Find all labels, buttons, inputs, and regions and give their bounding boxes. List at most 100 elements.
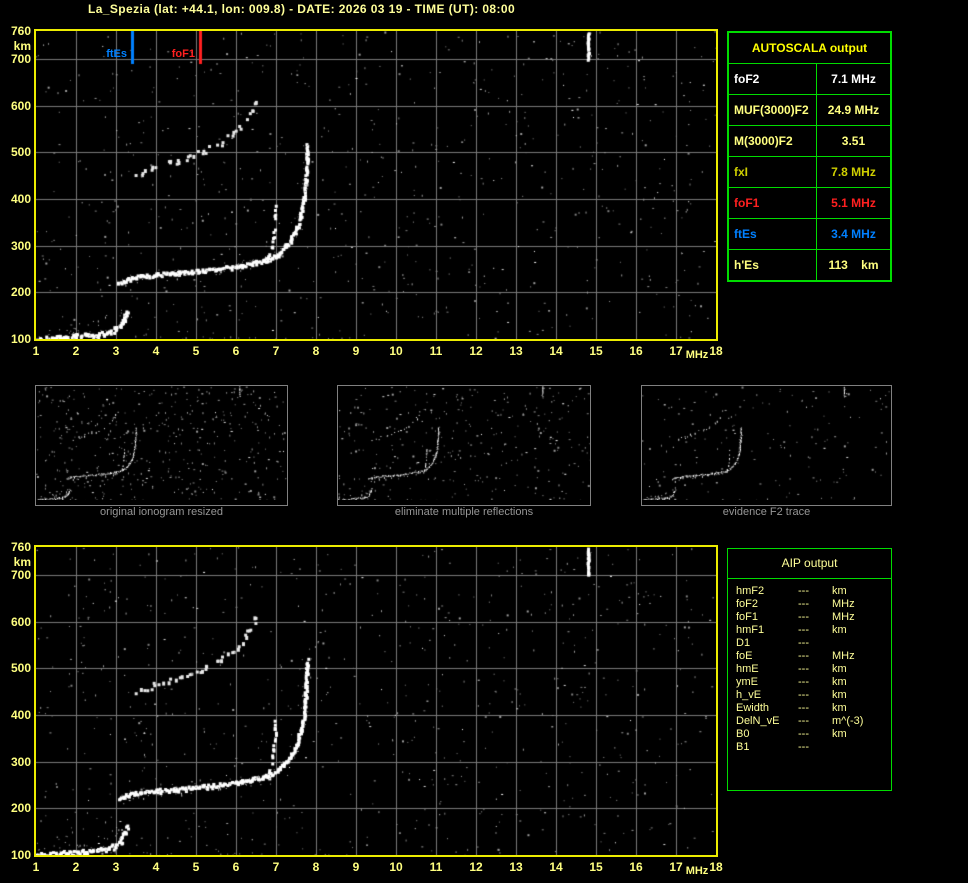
autoscala-row-hes: h'Es 113 km [727, 249, 892, 282]
aip-param-label: DelN_vE [736, 715, 780, 727]
x-axis-tick-label: 3 [112, 344, 120, 358]
y-axis-tick-label: 500 [10, 145, 31, 160]
aip-row-hve: h_vE --- km [728, 689, 891, 702]
y-axis-tick-label: 700 [10, 52, 31, 66]
scaled-ionogram-canvas [36, 31, 716, 339]
x-axis-unit-label: MHz [685, 349, 709, 361]
y-axis-tick-label: 760 [10, 540, 31, 554]
autoscala-param-value: 3.51 [815, 125, 892, 157]
y-axis-tick-label: 600 [10, 98, 31, 113]
aip-table-title: AIP output [728, 549, 891, 579]
x-axis-unit-label: MHz [685, 865, 709, 877]
autoscala-output-table: AUTOSCALA output foF2 7.1 MHz MUF(3000)F2 2… [727, 31, 892, 282]
aip-param-value: --- [798, 611, 809, 623]
aip-param-value: --- [798, 689, 809, 701]
y-axis-tick-label: 600 [10, 614, 31, 629]
thumbnail-eliminate-canvas [338, 386, 590, 500]
aip-param-label: ymE [736, 676, 758, 688]
x-axis-tick-label: 2 [72, 344, 80, 358]
aip-param-value: --- [798, 702, 809, 714]
aip-param-label: B0 [736, 728, 750, 740]
aip-param-value: --- [798, 676, 809, 688]
y-axis-tick-label: 400 [10, 708, 31, 722]
x-axis-tick-label: 15 [589, 344, 603, 358]
aip-param-label: h_vE [736, 689, 762, 701]
marker-label-fof1: foF1 [171, 48, 195, 60]
x-axis-tick-label: 12 [469, 344, 483, 358]
y-axis-unit-label: km [13, 39, 31, 53]
x-axis-tick-label: 16 [629, 344, 643, 358]
x-axis-tick-label: 18 [709, 860, 723, 874]
y-axis-tick-label: 400 [10, 192, 31, 206]
aip-param-unit: km [832, 624, 847, 636]
thumbnail-evidence-f2 [641, 385, 892, 506]
y-axis-tick-label: 200 [10, 285, 31, 300]
x-axis-tick-label: 11 [429, 344, 443, 358]
aip-param-label: foF2 [736, 598, 759, 610]
y-axis-tick-label: 200 [10, 801, 31, 816]
thumbnail-caption-original: original ionogram resized [100, 506, 223, 518]
aip-param-value: --- [798, 741, 809, 753]
aip-row-b0: B0 --- km [728, 728, 891, 741]
autoscala-row-m3000f2: M(3000)F2 3.51 [727, 125, 892, 157]
y-axis-tick-label: 700 [10, 568, 31, 582]
thumbnail-original-canvas [36, 386, 287, 500]
x-axis-tick-label: 11 [429, 860, 443, 874]
restored-ionogram-canvas [36, 547, 716, 855]
x-axis-tick-label: 8 [312, 860, 320, 874]
autoscala-param-value: 113 km [815, 249, 892, 282]
autoscala-param-value: 5.1 MHz [815, 187, 892, 219]
x-axis-tick-label: 14 [549, 344, 563, 358]
aip-param-value: --- [798, 624, 809, 636]
x-axis-tick-label: 2 [72, 860, 80, 874]
x-axis-tick-label: 17 [669, 860, 683, 874]
aip-param-label: foF1 [736, 611, 759, 623]
aip-param-value: --- [798, 715, 809, 727]
aip-param-label: D1 [736, 637, 751, 649]
x-axis-tick-label: 14 [549, 860, 563, 874]
aip-row-hmf1: hmF1 --- km [728, 624, 891, 637]
station-title: La_Spezia (lat: +44.1, lon: 009.8) - DAT… [88, 2, 516, 16]
y-axis-tick-label: 100 [10, 332, 31, 346]
y-axis-tick-label: 300 [10, 754, 31, 769]
x-axis-tick-label: 5 [192, 860, 200, 874]
y-axis-unit-label: km [13, 555, 31, 569]
aip-param-value: --- [798, 585, 809, 597]
aip-row-d1: D1 --- [728, 637, 891, 650]
x-axis-tick-label: 16 [629, 860, 643, 874]
x-axis-tick-label: 4 [152, 860, 160, 874]
aip-row-foe: foE --- MHz [728, 650, 891, 663]
aip-param-label: hmF2 [736, 585, 765, 597]
marker-label-ftes: ftEs [106, 48, 127, 60]
aip-param-unit: MHz [832, 650, 855, 662]
aip-row-hme: hmE --- km [728, 663, 891, 676]
aip-row-b1: B1 --- [728, 741, 891, 754]
aip-param-unit: m^(-3) [832, 715, 864, 727]
aip-row-fof2: foF2 --- MHz [728, 598, 891, 611]
autoscala-param-value: 24.9 MHz [815, 94, 892, 126]
aip-row-delnve: DelN_vE --- m^(-3) [728, 715, 891, 728]
aip-param-label: hmF1 [736, 624, 765, 636]
aip-param-label: Ewidth [736, 702, 770, 714]
aip-row-hmf2: hmF2 --- km [728, 585, 891, 598]
aip-row-yme: ymE --- km [728, 676, 891, 689]
autoscala-row-fof1: foF1 5.1 MHz [727, 187, 892, 219]
x-axis-tick-label: 4 [152, 344, 160, 358]
y-axis-tick-label: 760 [10, 24, 31, 38]
x-axis-tick-label: 1 [32, 344, 40, 358]
thumbnail-evidence-canvas [642, 386, 891, 500]
x-axis-tick-label: 17 [669, 344, 683, 358]
aip-param-unit: km [832, 728, 847, 740]
x-axis-tick-label: 5 [192, 344, 200, 358]
aip-param-value: --- [798, 637, 809, 649]
aip-param-unit: km [832, 585, 847, 597]
aip-row-fof1: foF1 --- MHz [728, 611, 891, 624]
x-axis-tick-label: 8 [312, 344, 320, 358]
autoscala-row-muf3000f2: MUF(3000)F2 24.9 MHz [727, 94, 892, 126]
y-axis-tick-label: 500 [10, 661, 31, 676]
x-axis-tick-label: 18 [709, 344, 723, 358]
aip-param-value: --- [798, 728, 809, 740]
y-axis-tick-label: 300 [10, 238, 31, 253]
aip-param-value: --- [798, 663, 809, 675]
